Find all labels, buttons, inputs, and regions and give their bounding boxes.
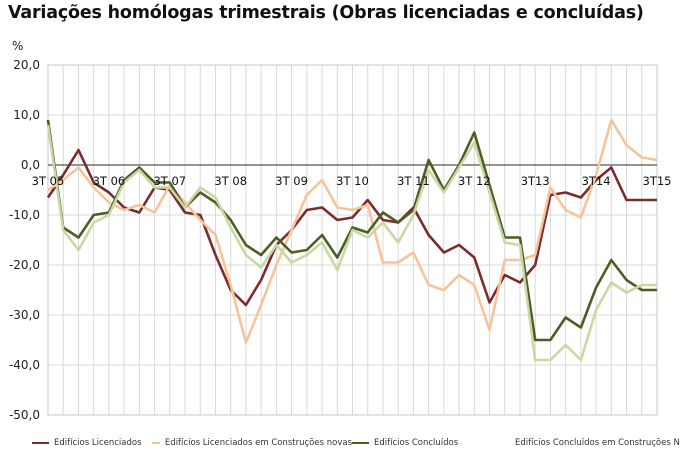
x-tick-label: 3T 05	[32, 174, 65, 188]
x-tick-label: 3T 08	[214, 174, 247, 188]
x-tick-label: 3T 11	[397, 174, 430, 188]
chart-title: Variações homólogas trimestrais (Obras l…	[8, 3, 644, 23]
legend-label: Edifícios Concluídos	[374, 438, 459, 448]
legend-label: Edifícios Licenciados em Construções nov…	[164, 438, 352, 448]
x-tick-label: 3T15	[643, 174, 672, 188]
series-line	[46, 119, 657, 342]
x-tick-labels: 3T 05 3T 06 3T 07 3T 08 3T 09 3T 10 3T 11 3T 12…	[32, 174, 672, 188]
series-line	[46, 124, 657, 362]
y-axis-unit-label: %	[12, 39, 23, 53]
legend-item: Edifícios Licenciados em Construções nov…	[152, 438, 352, 448]
y-tick-labels: 20,0 10,0 0,0 -10,0 -20,0 -30,0 -40,0 -50,0	[9, 58, 40, 422]
y-tick-label: 20,0	[13, 58, 40, 72]
series-lines	[46, 118, 658, 362]
y-tick-label: 0,0	[21, 158, 40, 172]
x-tick-label: 3T 09	[275, 174, 308, 188]
x-tick-label: 3T 10	[336, 174, 369, 188]
plot-frame	[47, 64, 658, 416]
legend-swatch	[32, 442, 49, 444]
y-tick-label: -10,0	[9, 208, 40, 222]
y-tick-label: 10,0	[13, 108, 40, 122]
y-tick-label: -50,0	[9, 408, 40, 422]
legend-label: Edifícios Licenciados	[54, 438, 142, 448]
legend-item: Edifícios Concluídos em Construções Nova…	[510, 438, 680, 448]
legend-item: Edifícios Licenciados	[32, 438, 152, 448]
legend-swatch	[352, 442, 369, 444]
axes	[47, 64, 658, 416]
x-tick-label: 3T13	[521, 174, 550, 188]
legend-swatch	[152, 442, 160, 444]
y-tick-label: -40,0	[9, 358, 40, 372]
y-tick-label: -20,0	[9, 258, 40, 272]
x-tick-label: 3T 12	[458, 174, 491, 188]
x-tick-label: 3T14	[582, 174, 611, 188]
legend-label: Edifícios Concluídos em Construções Nova…	[515, 438, 680, 448]
y-tick-label: -30,0	[9, 308, 40, 322]
series-line	[47, 118, 658, 344]
x-tick-label: 3T 07	[153, 174, 186, 188]
legend-item: Edifícios Concluídos	[352, 438, 510, 448]
grid	[47, 64, 658, 416]
legend: Edifícios Licenciados Edifícios Licenciad…	[32, 438, 680, 448]
x-tick-label: 3T 06	[93, 174, 126, 188]
